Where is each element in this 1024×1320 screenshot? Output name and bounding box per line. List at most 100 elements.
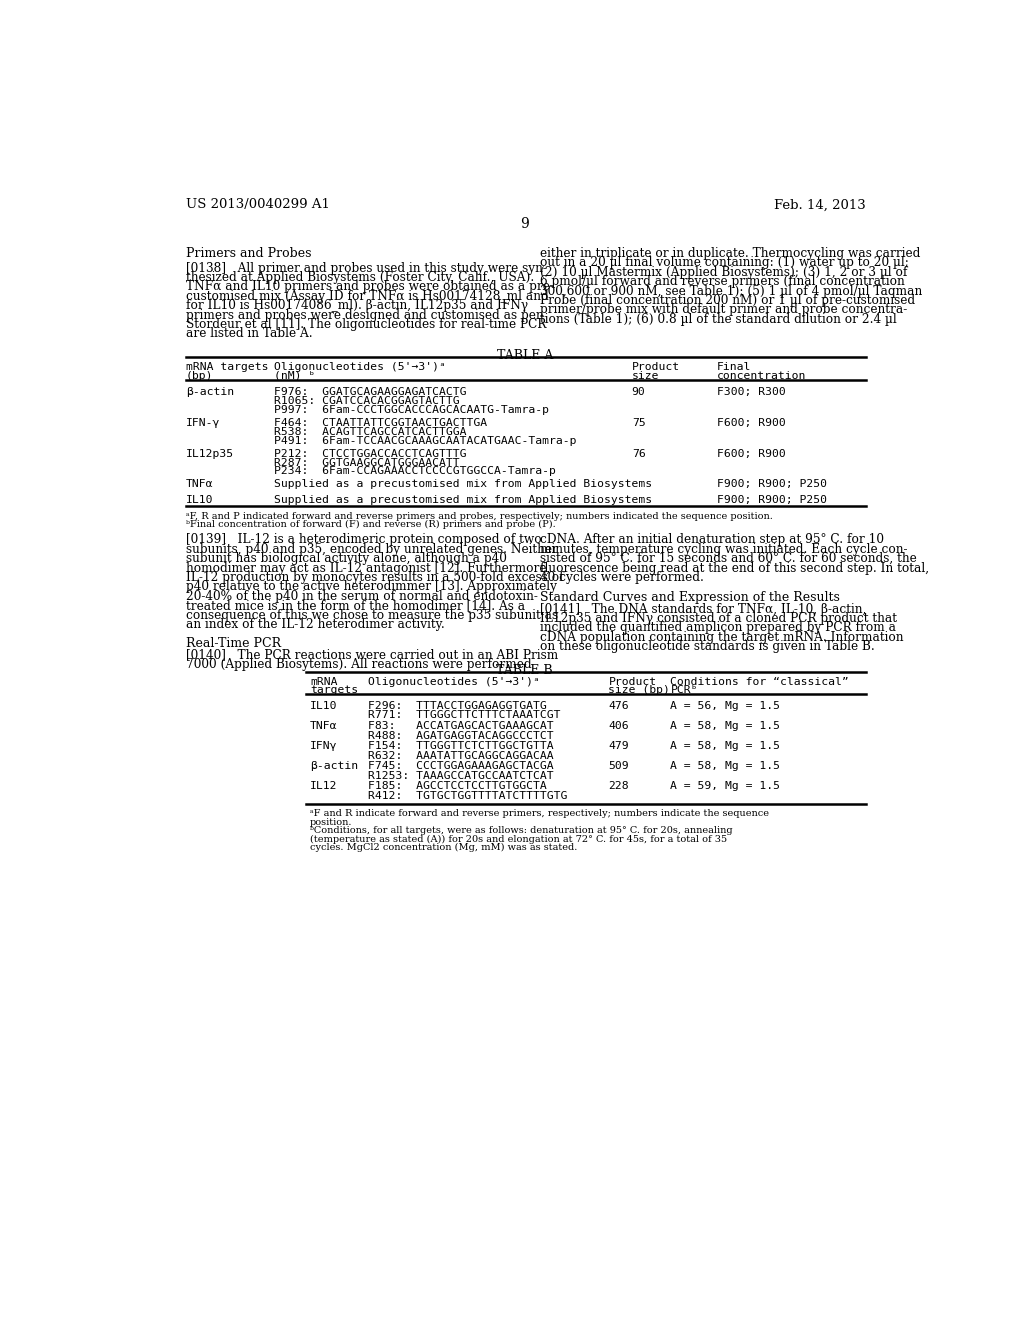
Text: F464:  CTAATTATTCGGTAACTGACTTGA: F464: CTAATTATTCGGTAACTGACTTGA: [273, 418, 486, 428]
Text: primer/probe mix with default primer and probe concentra-: primer/probe mix with default primer and…: [541, 304, 907, 317]
Text: 9: 9: [520, 216, 529, 231]
Text: R287:  GGTGAAGGCATGGGAACATT: R287: GGTGAAGGCATGGGAACATT: [273, 458, 460, 467]
Text: IL10: IL10: [186, 495, 214, 504]
Text: ᵃF and R indicate forward and reverse primers, respectively; numbers indicate th: ᵃF and R indicate forward and reverse pr…: [310, 809, 769, 818]
Text: ᵇConditions, for all targets, were as follows: denaturation at 95° C. for 20s, a: ᵇConditions, for all targets, were as fo…: [310, 826, 733, 836]
Text: A = 58, Mg = 1.5: A = 58, Mg = 1.5: [671, 762, 780, 771]
Text: F185:  AGCCTCCTCCTTGTGGCTA: F185: AGCCTCCTCCTTGTGGCTA: [369, 781, 547, 791]
Text: Product: Product: [632, 363, 680, 372]
Text: A = 56, Mg = 1.5: A = 56, Mg = 1.5: [671, 701, 780, 711]
Text: TABLE A: TABLE A: [497, 350, 553, 363]
Text: TNFα: TNFα: [186, 479, 214, 490]
Text: targets: targets: [310, 685, 358, 696]
Text: A = 58, Mg = 1.5: A = 58, Mg = 1.5: [671, 742, 780, 751]
Text: 40 cycles were performed.: 40 cycles were performed.: [541, 572, 705, 583]
Text: Stordeur et al [11]. The oligonucleotides for real-time PCR: Stordeur et al [11]. The oligonucleotide…: [186, 318, 547, 331]
Text: 476: 476: [608, 701, 629, 711]
Text: (bp): (bp): [186, 371, 214, 381]
Text: F600; R900: F600; R900: [717, 449, 785, 458]
Text: subunit has biological activity alone, although a p40: subunit has biological activity alone, a…: [186, 552, 507, 565]
Text: F745:  CCCTGGAGAAAGAGCTACGA: F745: CCCTGGAGAAAGAGCTACGA: [369, 762, 554, 771]
Text: 228: 228: [608, 781, 629, 791]
Text: concentration: concentration: [717, 371, 806, 381]
Text: (temperature as stated (A)) for 20s and elongation at 72° C. for 45s, for a tota: (temperature as stated (A)) for 20s and …: [310, 834, 727, 843]
Text: P234:  6Fam-CCAGAAACCTCCCCGTGGCCA-Tamra-p: P234: 6Fam-CCAGAAACCTCCCCGTGGCCA-Tamra-p: [273, 466, 556, 477]
Text: treated mice is in the form of the homodimer [14]. As a: treated mice is in the form of the homod…: [186, 599, 525, 612]
Text: sisted of 95° C. for 15 seconds and 60° C. for 60 seconds, the: sisted of 95° C. for 15 seconds and 60° …: [541, 552, 918, 565]
Text: Oligonucleotides (5'→3')ᵃ: Oligonucleotides (5'→3')ᵃ: [273, 363, 445, 372]
Text: Conditions for “classical”: Conditions for “classical”: [671, 677, 849, 686]
Text: TABLE B: TABLE B: [497, 664, 553, 677]
Text: Probe (final concentration 200 nM) or 1 µl of pre-customised: Probe (final concentration 200 nM) or 1 …: [541, 294, 915, 308]
Text: P997:  6Fam-CCCTGGCACCCAGCACAATG-Tamra-p: P997: 6Fam-CCCTGGCACCCAGCACAATG-Tamra-p: [273, 405, 549, 414]
Text: P491:  6Fam-TCCAACGCAAAGCAATACATGAAC-Tamra-p: P491: 6Fam-TCCAACGCAAAGCAATACATGAAC-Tamr…: [273, 436, 577, 446]
Text: F296:  TTTACCTGGAGAGGTGATG: F296: TTTACCTGGAGAGGTGATG: [369, 701, 547, 711]
Text: cDNA population containing the target mRNA. Information: cDNA population containing the target mR…: [541, 631, 904, 644]
Text: 509: 509: [608, 762, 629, 771]
Text: F154:  TTGGGTTCTCTTGGCTGTTA: F154: TTGGGTTCTCTTGGCTGTTA: [369, 742, 554, 751]
Text: F900; R900; P250: F900; R900; P250: [717, 479, 827, 490]
Text: A = 59, Mg = 1.5: A = 59, Mg = 1.5: [671, 781, 780, 791]
Text: PCRᵇ: PCRᵇ: [671, 685, 698, 696]
Text: Real-Time PCR: Real-Time PCR: [186, 636, 282, 649]
Text: cDNA. After an initial denaturation step at 95° C. for 10: cDNA. After an initial denaturation step…: [541, 533, 885, 546]
Text: IL12: IL12: [310, 781, 338, 791]
Text: either in triplicate or in duplicate. Thermocycling was carried: either in triplicate or in duplicate. Th…: [541, 247, 921, 260]
Text: homodimer may act as IL-12 antagonist [12]. Furthermore,: homodimer may act as IL-12 antagonist [1…: [186, 561, 551, 574]
Text: [0138]   All primer and probes used in this study were syn-: [0138] All primer and probes used in thi…: [186, 261, 547, 275]
Text: consequence of this we chose to measure the p35 subunit as: consequence of this we chose to measure …: [186, 609, 558, 622]
Text: β-actin: β-actin: [186, 387, 234, 397]
Text: Final: Final: [717, 363, 752, 372]
Text: customised mix (Assay ID for TNFα is Hs00174128_ml and: customised mix (Assay ID for TNFα is Hs0…: [186, 290, 549, 302]
Text: 406: 406: [608, 721, 629, 731]
Text: fluorescence being read at the end of this second step. In total,: fluorescence being read at the end of th…: [541, 561, 930, 574]
Text: Standard Curves and Expression of the Results: Standard Curves and Expression of the Re…: [541, 591, 840, 605]
Text: on these oligonucleotide standards is given in Table B.: on these oligonucleotide standards is gi…: [541, 640, 876, 653]
Text: size: size: [632, 371, 659, 381]
Text: R1065: CGATCCACACGGAGTACTTG: R1065: CGATCCACACGGAGTACTTG: [273, 396, 460, 407]
Text: 76: 76: [632, 449, 645, 458]
Text: Product: Product: [608, 677, 656, 686]
Text: β-actin: β-actin: [310, 762, 358, 771]
Text: an index of the IL-12 heterodimer activity.: an index of the IL-12 heterodimer activi…: [186, 618, 444, 631]
Text: 479: 479: [608, 742, 629, 751]
Text: IL12p35 and IFNγ consisted of a cloned PCR product that: IL12p35 and IFNγ consisted of a cloned P…: [541, 612, 897, 626]
Text: [0141]   The DNA standards for TNFα, IL-10, β-actin,: [0141] The DNA standards for TNFα, IL-10…: [541, 603, 866, 615]
Text: IL10: IL10: [310, 701, 338, 711]
Text: 6 pmol/µl forward and reverse primers (final concentration: 6 pmol/µl forward and reverse primers (f…: [541, 275, 905, 288]
Text: R1253: TAAAGCCATGCCAATCTCAT: R1253: TAAAGCCATGCCAATCTCAT: [369, 771, 554, 780]
Text: Feb. 14, 2013: Feb. 14, 2013: [774, 198, 866, 211]
Text: 90: 90: [632, 387, 645, 397]
Text: mRNA: mRNA: [310, 677, 338, 686]
Text: 20-40% of the p40 in the serum of normal and endotoxin-: 20-40% of the p40 in the serum of normal…: [186, 590, 538, 603]
Text: F976:  GGATGCAGAAGGAGATCACTG: F976: GGATGCAGAAGGAGATCACTG: [273, 387, 466, 397]
Text: [0140]   The PCR reactions were carried out in an ABI Prism: [0140] The PCR reactions were carried ou…: [186, 648, 558, 661]
Text: US 2013/0040299 A1: US 2013/0040299 A1: [186, 198, 330, 211]
Text: IL-12 production by monocytes results in a 500-fold excess of: IL-12 production by monocytes results in…: [186, 572, 564, 583]
Text: IL12p35: IL12p35: [186, 449, 234, 458]
Text: R412:  TGTGCTGGTTTTATCTTTTGTG: R412: TGTGCTGGTTTTATCTTTTGTG: [369, 791, 567, 800]
Text: TNFα and IL10 primers and probes were obtained as a pre-: TNFα and IL10 primers and probes were ob…: [186, 280, 554, 293]
Text: 7000 (Applied Biosytems). All reactions were performed: 7000 (Applied Biosytems). All reactions …: [186, 657, 531, 671]
Text: (nM) ᵇ: (nM) ᵇ: [273, 371, 315, 381]
Text: position.: position.: [310, 817, 352, 826]
Text: subunits, p40 and p35, encoded by unrelated genes. Neither: subunits, p40 and p35, encoded by unrela…: [186, 543, 558, 556]
Text: R771:  TTGGGCTTCTTTCTAAATCGT: R771: TTGGGCTTCTTTCTAAATCGT: [369, 710, 561, 721]
Text: Supplied as a precustomised mix from Applied Biosystems: Supplied as a precustomised mix from App…: [273, 479, 652, 490]
Text: (2) 10 µl Mastermix (Applied Biosystems); (3) 1, 2 or 3 µl of: (2) 10 µl Mastermix (Applied Biosystems)…: [541, 265, 907, 279]
Text: are listed in Table A.: are listed in Table A.: [186, 327, 312, 341]
Text: size (bp): size (bp): [608, 685, 671, 696]
Text: included the quantified amplicon prepared by PCR from a: included the quantified amplicon prepare…: [541, 622, 896, 635]
Text: P212:  CTCCTGGACCACCTCAGTTTG: P212: CTCCTGGACCACCTCAGTTTG: [273, 449, 466, 458]
Text: Supplied as a precustomised mix from Applied Biosystems: Supplied as a precustomised mix from App…: [273, 495, 652, 504]
Text: mRNA targets: mRNA targets: [186, 363, 268, 372]
Text: 300,600 or 900 nM, see Table 1); (5) 1 µl of 4 pmol/µl Taqman: 300,600 or 900 nM, see Table 1); (5) 1 µ…: [541, 285, 923, 297]
Text: p40 relative to the active heterodimmer [13]. Approximately: p40 relative to the active heterodimmer …: [186, 581, 557, 594]
Text: R632:  AAATATTGCAGGCAGGACAA: R632: AAATATTGCAGGCAGGACAA: [369, 751, 554, 760]
Text: [0139]   IL-12 is a heterodimeric protein composed of two: [0139] IL-12 is a heterodimeric protein …: [186, 533, 542, 546]
Text: tions (Table 1); (6) 0.8 µl of the standard dilution or 2.4 µl: tions (Table 1); (6) 0.8 µl of the stand…: [541, 313, 897, 326]
Text: IFN-γ: IFN-γ: [186, 418, 220, 428]
Text: 75: 75: [632, 418, 645, 428]
Text: ᵃF, R and P indicated forward and reverse primers and probes, respectively; numb: ᵃF, R and P indicated forward and revers…: [186, 512, 773, 521]
Text: R538:  ACAGTTCAGCCATCACTTGGA: R538: ACAGTTCAGCCATCACTTGGA: [273, 426, 466, 437]
